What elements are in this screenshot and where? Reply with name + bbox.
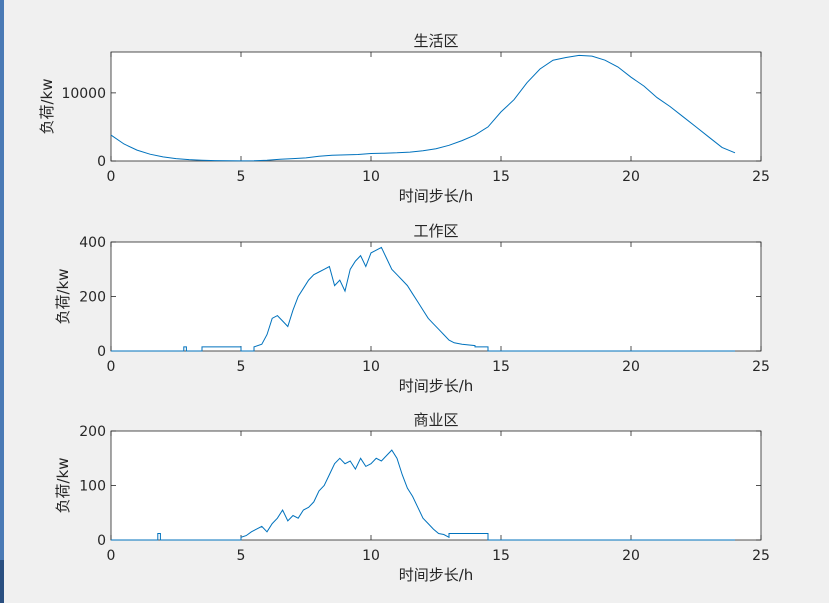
window-edge-bar: [0, 0, 4, 603]
chart-title: 工作区: [413, 222, 458, 240]
x-tick-label: 10: [362, 169, 380, 185]
plot-area: [110, 430, 762, 541]
x-tick-label: 5: [237, 548, 246, 564]
x-tick-label: 10: [362, 548, 380, 564]
y-axis-label: 负荷/kw: [38, 78, 56, 134]
series-line: [111, 246, 735, 352]
y-tick-label: 0: [97, 154, 106, 170]
x-tick-label: 10: [362, 359, 380, 375]
x-tick-label: 25: [752, 359, 770, 375]
x-tick-label: 20: [622, 548, 640, 564]
series-line: [110, 54, 736, 162]
y-tick-label: 400: [79, 235, 106, 251]
x-tick-label: 25: [752, 548, 770, 564]
plot-area: [110, 241, 762, 352]
plot-area: [110, 51, 762, 162]
x-tick-label: 15: [492, 359, 510, 375]
x-tick-label: 15: [492, 548, 510, 564]
y-axis-label: 负荷/kw: [54, 268, 72, 324]
chart-title: 生活区: [413, 32, 458, 50]
y-tick-label: 200: [79, 424, 106, 440]
x-tick-label: 0: [107, 169, 116, 185]
x-tick-label: 20: [622, 359, 640, 375]
chart-title: 商业区: [413, 411, 458, 429]
x-axis-label: 时间步长/h: [399, 377, 474, 395]
y-tick-label: 100: [79, 479, 106, 495]
x-tick-label: 0: [107, 548, 116, 564]
y-axis-label: 负荷/kw: [54, 457, 72, 513]
x-tick-label: 5: [237, 359, 246, 375]
x-axis-label: 时间步长/h: [399, 566, 474, 584]
window-edge-bar-dark: [0, 560, 4, 603]
x-tick-label: 25: [752, 169, 770, 185]
x-tick-label: 5: [237, 169, 246, 185]
y-tick-label: 200: [79, 290, 106, 306]
y-tick-label: 0: [97, 344, 106, 360]
x-tick-label: 15: [492, 169, 510, 185]
x-axis-label: 时间步长/h: [399, 187, 474, 205]
y-tick-label: 0: [97, 533, 106, 549]
y-tick-label: 10000: [61, 86, 106, 102]
x-tick-label: 0: [107, 359, 116, 375]
series-line: [111, 449, 735, 541]
x-tick-label: 20: [622, 169, 640, 185]
